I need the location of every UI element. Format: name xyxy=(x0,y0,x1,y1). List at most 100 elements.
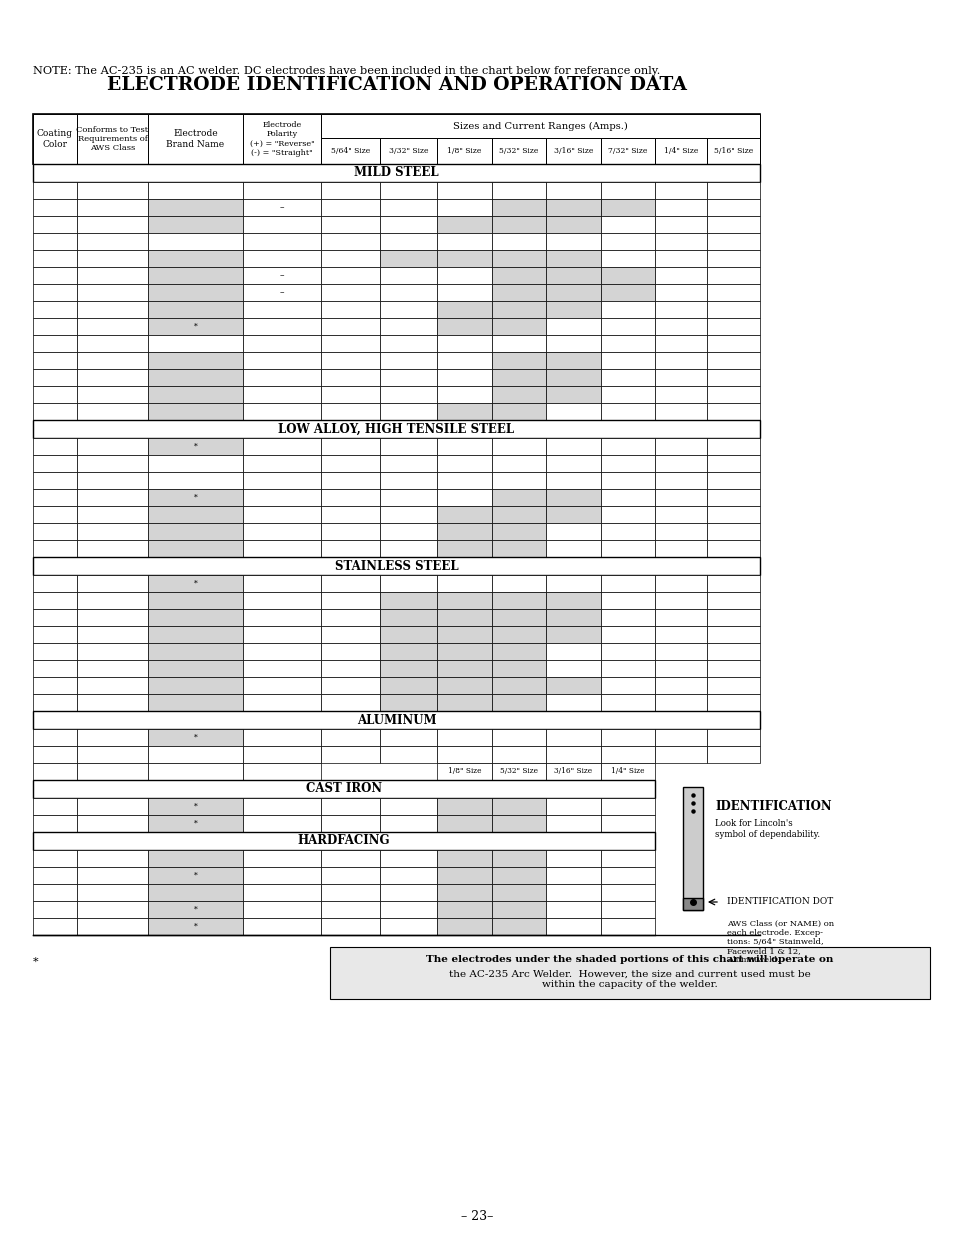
Bar xyxy=(320,659,379,677)
Bar xyxy=(706,540,760,557)
Bar xyxy=(655,659,706,677)
Text: The electrodes under the shaded portions of this chart will operate on: The electrodes under the shaded portions… xyxy=(426,956,833,965)
Bar xyxy=(436,609,492,626)
Bar xyxy=(655,249,706,267)
Bar xyxy=(243,609,320,626)
Bar xyxy=(243,403,320,420)
Bar xyxy=(243,540,320,557)
Bar xyxy=(320,233,379,249)
Bar xyxy=(545,763,600,781)
Bar xyxy=(655,317,706,335)
Bar xyxy=(33,763,77,781)
Bar xyxy=(33,711,760,729)
Bar xyxy=(77,522,148,540)
Text: 5/32" Size: 5/32" Size xyxy=(499,767,537,776)
Bar xyxy=(320,540,379,557)
Text: Sizes and Current Ranges (Amps.): Sizes and Current Ranges (Amps.) xyxy=(453,121,627,131)
Bar xyxy=(33,114,77,164)
Bar xyxy=(320,694,379,711)
Bar xyxy=(379,850,436,867)
Text: *: * xyxy=(193,923,197,930)
Bar xyxy=(600,902,655,918)
Bar xyxy=(77,352,148,369)
Bar xyxy=(148,918,243,935)
Text: *: * xyxy=(193,579,197,588)
Bar xyxy=(379,138,436,164)
Bar xyxy=(320,138,379,164)
Bar xyxy=(436,918,492,935)
Bar xyxy=(492,182,545,199)
Bar xyxy=(492,284,545,301)
Bar xyxy=(655,694,706,711)
Bar xyxy=(655,352,706,369)
Bar xyxy=(243,694,320,711)
Text: *: * xyxy=(193,820,197,827)
Bar xyxy=(243,454,320,472)
Bar xyxy=(379,403,436,420)
Bar xyxy=(436,284,492,301)
Bar xyxy=(243,284,320,301)
Bar xyxy=(243,438,320,454)
Bar xyxy=(492,489,545,506)
Bar xyxy=(379,643,436,659)
Bar xyxy=(436,522,492,540)
Bar xyxy=(436,199,492,216)
Bar xyxy=(436,850,492,867)
Bar xyxy=(492,454,545,472)
Bar xyxy=(243,677,320,694)
Bar xyxy=(320,850,379,867)
Bar xyxy=(436,335,492,352)
Bar xyxy=(706,746,760,763)
Bar xyxy=(436,317,492,335)
Bar xyxy=(379,815,436,832)
Bar xyxy=(655,609,706,626)
Bar xyxy=(545,506,600,522)
Bar xyxy=(33,233,77,249)
Bar xyxy=(33,317,77,335)
Bar xyxy=(77,576,148,592)
Bar xyxy=(77,626,148,643)
Bar xyxy=(436,643,492,659)
Bar xyxy=(33,438,77,454)
Bar xyxy=(33,267,77,284)
Bar xyxy=(600,301,655,317)
Bar xyxy=(77,199,148,216)
Bar xyxy=(33,643,77,659)
Text: 5/16" Size: 5/16" Size xyxy=(713,147,752,156)
Bar xyxy=(77,506,148,522)
Bar xyxy=(379,884,436,902)
Bar xyxy=(320,576,379,592)
Bar xyxy=(492,216,545,233)
Bar xyxy=(545,352,600,369)
Bar xyxy=(706,643,760,659)
Bar xyxy=(379,746,436,763)
Bar xyxy=(682,787,702,910)
Bar xyxy=(77,216,148,233)
Bar xyxy=(492,249,545,267)
Bar xyxy=(379,918,436,935)
Bar xyxy=(492,729,545,746)
Text: 1/8" Size: 1/8" Size xyxy=(447,767,480,776)
Bar xyxy=(320,216,379,233)
Text: *: * xyxy=(193,494,197,501)
Bar xyxy=(379,677,436,694)
Bar xyxy=(655,182,706,199)
Bar xyxy=(379,335,436,352)
Bar xyxy=(77,850,148,867)
Bar xyxy=(655,403,706,420)
Bar xyxy=(436,489,492,506)
Bar xyxy=(148,233,243,249)
Bar xyxy=(655,592,706,609)
Bar xyxy=(545,335,600,352)
Bar xyxy=(148,643,243,659)
Bar xyxy=(379,454,436,472)
Bar xyxy=(243,850,320,867)
Text: 1/4" Size: 1/4" Size xyxy=(611,767,644,776)
Bar xyxy=(33,284,77,301)
Text: NOTE: The AC-235 is an AC welder. DC electrodes have been included in the chart : NOTE: The AC-235 is an AC welder. DC ele… xyxy=(33,65,659,77)
Bar xyxy=(148,317,243,335)
Bar xyxy=(655,454,706,472)
Bar xyxy=(600,522,655,540)
Bar xyxy=(148,902,243,918)
Bar xyxy=(77,867,148,884)
